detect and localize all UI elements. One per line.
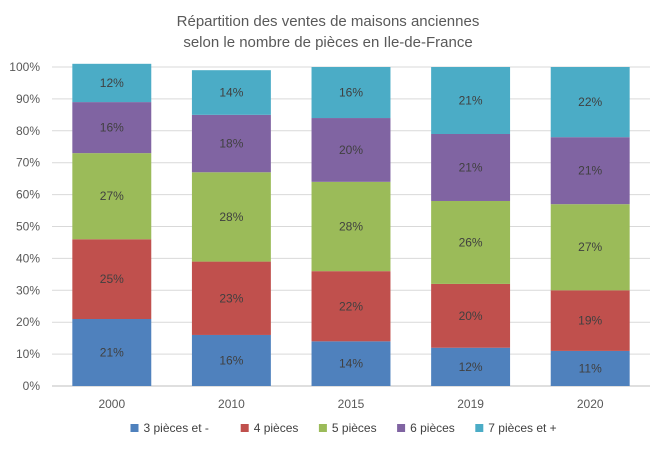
bar-segment xyxy=(191,172,271,262)
y-tick-label: 90% xyxy=(16,92,40,106)
y-tick-label: 40% xyxy=(16,251,40,265)
data-label: 11% xyxy=(579,361,602,375)
bar-segment xyxy=(550,67,630,138)
data-label: 19% xyxy=(578,314,602,328)
data-label: 20% xyxy=(459,309,483,323)
segment-labels: 21% 25% 27% 16% 12% 16% 23% 28% 18% 14% 14% 22% 28% 2… xyxy=(100,76,603,376)
x-axis-ticks: 2000 2010 2015 2019 2020 xyxy=(98,397,603,411)
legend: 3 pièces et - 4 pièces 5 pièces 6 pièces 7 p… xyxy=(130,421,557,435)
bar-segment xyxy=(431,200,511,284)
data-label: 21% xyxy=(578,164,602,178)
x-tick-label: 2019 xyxy=(457,397,484,411)
bar-segment xyxy=(72,63,152,103)
legend-label: 4 pièces xyxy=(254,421,299,435)
data-label: 16% xyxy=(339,86,363,100)
data-label: 27% xyxy=(100,189,124,203)
bar-segment xyxy=(191,114,271,173)
data-label: 18% xyxy=(219,137,243,151)
x-tick-label: 2015 xyxy=(338,397,365,411)
legend-label: 7 pièces et + xyxy=(488,421,556,435)
data-label: 14% xyxy=(219,86,243,100)
bar-segment xyxy=(311,67,391,119)
data-label: 22% xyxy=(578,95,602,109)
data-label: 21% xyxy=(459,93,483,107)
data-label: 16% xyxy=(100,121,124,135)
legend-label: 5 pièces xyxy=(332,421,377,435)
bar-segment xyxy=(431,283,511,348)
legend-label: 3 pièces et - xyxy=(144,421,209,435)
bar-segment xyxy=(550,204,630,291)
y-tick-label: 70% xyxy=(16,156,40,170)
y-tick-label: 60% xyxy=(16,188,40,202)
data-label: 25% xyxy=(100,272,124,286)
bar-segment xyxy=(191,334,271,386)
data-label: 20% xyxy=(339,143,363,157)
legend-swatch xyxy=(318,424,327,432)
y-tick-label: 20% xyxy=(16,315,40,329)
bar-segment xyxy=(311,341,391,386)
data-label: 22% xyxy=(339,299,363,313)
x-tick-label: 2020 xyxy=(577,397,604,411)
data-label: 28% xyxy=(339,220,363,234)
data-label: 12% xyxy=(100,76,124,90)
bar-segment xyxy=(191,261,271,335)
bar-segment xyxy=(191,70,271,115)
y-tick-label: 100% xyxy=(9,60,40,74)
bar-segment xyxy=(72,102,152,154)
legend-swatch xyxy=(240,424,249,432)
y-tick-label: 50% xyxy=(16,220,40,234)
bar-segment xyxy=(431,67,511,134)
bar-segment xyxy=(550,290,630,351)
data-label: 12% xyxy=(459,360,483,374)
legend-swatch xyxy=(475,424,484,432)
y-axis-ticks: 0% 10% 20% 30% 40% 50% 60% 70% 80% 90% 100% xyxy=(9,60,40,393)
legend-swatch xyxy=(397,424,406,432)
y-tick-label: 10% xyxy=(16,347,40,361)
data-label: 21% xyxy=(100,346,124,360)
data-label: 23% xyxy=(219,291,243,305)
x-tick-label: 2000 xyxy=(98,397,125,411)
bar-segment xyxy=(311,271,391,342)
bar-segment xyxy=(311,181,391,272)
x-tick-label: 2010 xyxy=(218,397,245,411)
bar-segment xyxy=(72,239,152,320)
bar-segment xyxy=(72,153,152,240)
data-label: 14% xyxy=(339,357,363,371)
chart-subtitle: selon le nombre de pièces en Ile-de-Fran… xyxy=(183,34,472,51)
data-label: 26% xyxy=(459,235,483,249)
data-label: 27% xyxy=(578,240,602,254)
y-tick-label: 30% xyxy=(16,283,40,297)
y-tick-label: 0% xyxy=(23,379,41,393)
legend-label: 6 pièces xyxy=(410,421,455,435)
bars xyxy=(72,63,630,386)
y-tick-label: 80% xyxy=(16,124,40,138)
bar-segment xyxy=(431,347,511,386)
bar-segment xyxy=(72,319,152,386)
bar-segment xyxy=(431,133,511,201)
bar-segment xyxy=(550,137,630,205)
legend-swatch xyxy=(130,424,139,432)
data-label: 16% xyxy=(219,353,243,367)
data-label: 21% xyxy=(459,160,483,174)
bar-segment xyxy=(311,118,391,182)
chart-title: Répartition des ventes de maisons ancien… xyxy=(177,13,480,30)
data-label: 28% xyxy=(219,210,243,224)
bar-segment xyxy=(550,350,630,386)
